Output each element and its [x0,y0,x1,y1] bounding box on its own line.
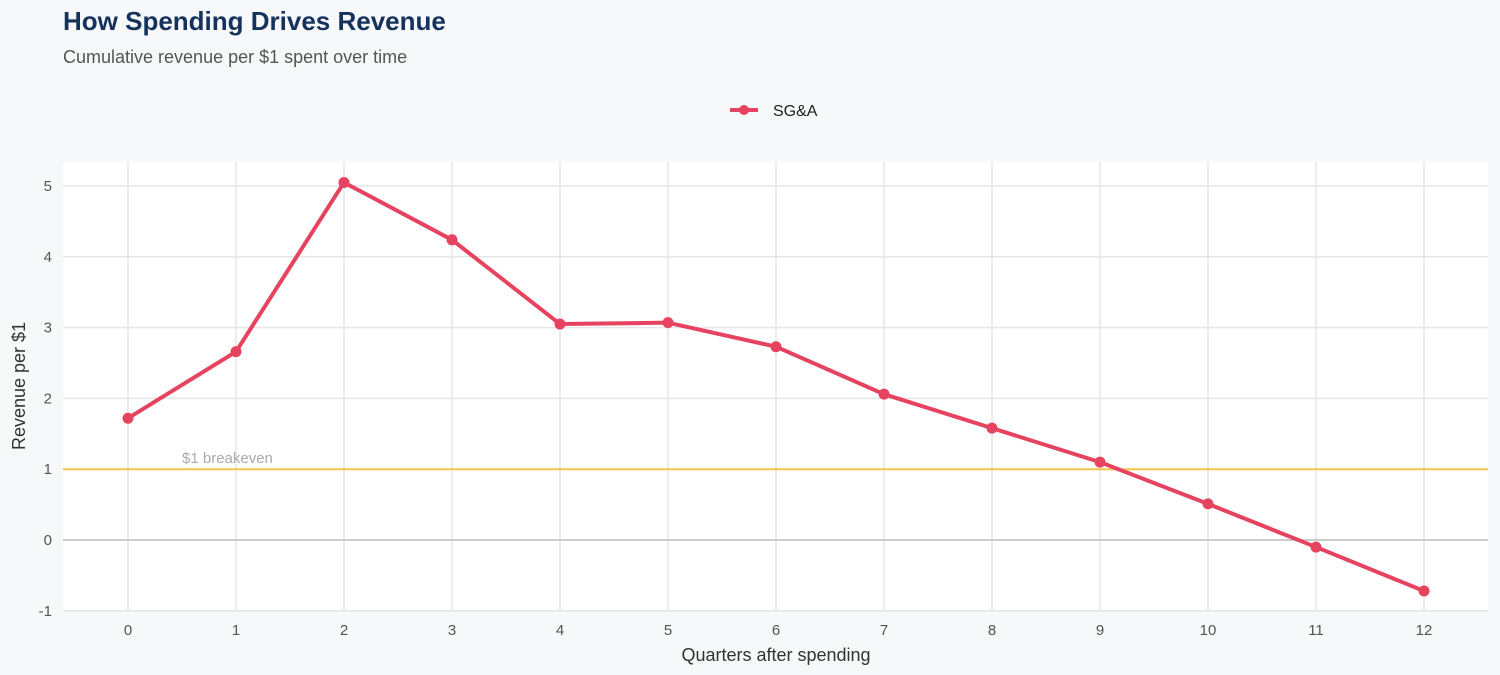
data-point [662,317,674,329]
x-tick-label: 2 [340,622,348,639]
x-tick-label: 7 [880,622,888,639]
x-tick-label: 8 [988,622,996,639]
breakeven-label: $1 breakeven [182,450,273,467]
y-tick-label: 0 [44,532,52,549]
x-tick-label: 0 [124,622,132,639]
x-tick-label: 12 [1416,622,1433,639]
data-point [338,176,350,188]
data-point [878,388,890,400]
y-tick-label: 2 [44,390,52,407]
data-point [554,318,566,330]
x-tick-label: 1 [232,622,240,639]
y-tick-label: -1 [39,603,52,620]
chart-subtitle: Cumulative revenue per $1 spent over tim… [63,47,408,67]
data-point [986,422,998,434]
chart-title: How Spending Drives Revenue [63,6,446,36]
y-tick-label: 1 [44,461,52,478]
legend-marker [739,105,749,115]
y-tick-label: 4 [44,249,52,266]
x-tick-label: 6 [772,622,780,639]
x-tick-label: 11 [1308,622,1324,639]
data-point [230,346,242,358]
x-tick-label: 3 [448,622,456,639]
y-axis-label: Revenue per $1 [9,322,29,450]
legend: SG&A [730,103,818,120]
x-tick-label: 10 [1200,622,1217,639]
data-point [1202,498,1214,510]
x-tick-label: 4 [556,622,564,639]
x-tick-label: 5 [664,622,672,639]
data-point [1310,541,1322,553]
data-point [770,341,782,353]
data-point [446,234,458,246]
y-tick-label: 3 [44,320,52,337]
data-point [1094,456,1106,468]
x-tick-label: 9 [1096,622,1104,639]
data-point [1418,585,1430,597]
legend-label-sga: SG&A [773,103,818,120]
y-tick-label: 5 [44,178,52,195]
data-point [122,412,134,424]
x-axis-label: Quarters after spending [681,645,870,665]
